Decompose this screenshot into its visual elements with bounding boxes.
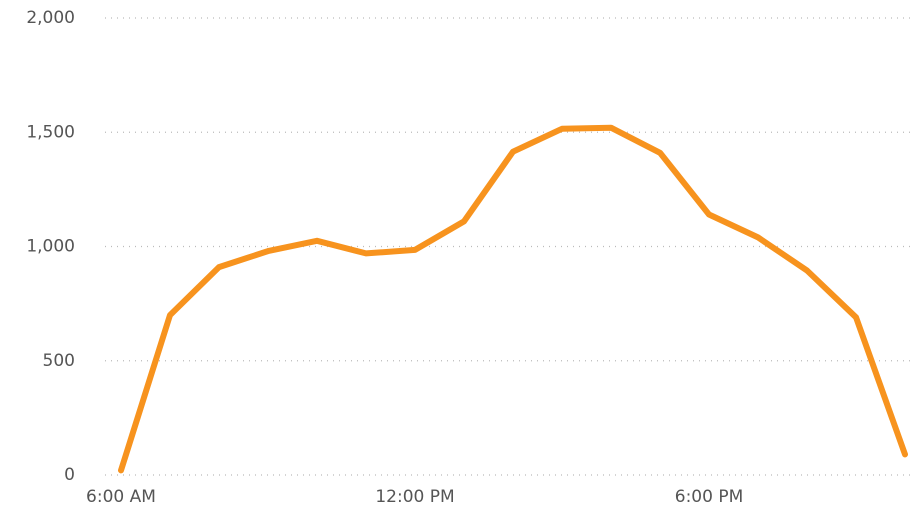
y-tick-label: 500 bbox=[43, 351, 75, 371]
y-tick-label: 0 bbox=[64, 465, 75, 485]
y-tick-label: 1,500 bbox=[26, 122, 75, 142]
x-tick-label: 6:00 PM bbox=[675, 487, 744, 507]
x-tick-label: 6:00 AM bbox=[86, 487, 156, 507]
x-tick-label: 12:00 PM bbox=[375, 487, 454, 507]
line-series bbox=[118, 124, 908, 474]
y-tick-label: 1,000 bbox=[26, 237, 75, 257]
y-tick-label: 2,000 bbox=[26, 8, 75, 28]
